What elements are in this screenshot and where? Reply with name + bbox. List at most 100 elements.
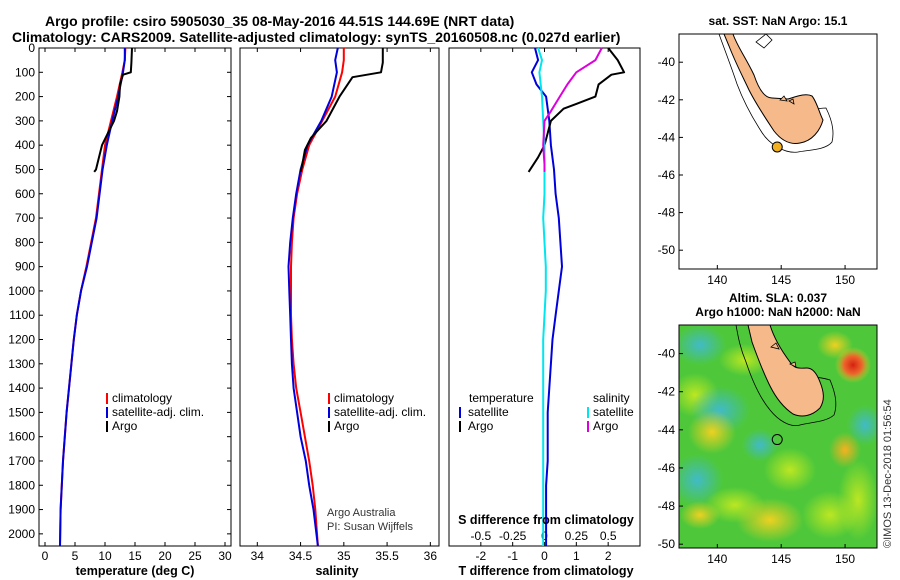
lat-tick-label: -40 bbox=[658, 347, 676, 361]
depth-tick-label: 1300 bbox=[8, 357, 35, 371]
s-tick-label: -0.5 bbox=[470, 529, 491, 543]
t-difference-tick-labels: -2 -1 0 1 2 bbox=[475, 48, 612, 563]
series-argo bbox=[93, 47, 133, 173]
island bbox=[770, 342, 780, 350]
x-tick-label: 35 bbox=[337, 549, 351, 563]
depth-tick-label: 1600 bbox=[8, 430, 35, 444]
depth-tick-label: 200 bbox=[15, 90, 35, 104]
salinity-xlabel: salinity bbox=[315, 564, 358, 578]
depth-tick-label: 1100 bbox=[9, 308, 35, 322]
x-tick-label: 25 bbox=[188, 549, 202, 563]
sst-map-lat-labels: -40 -42 -44 -46 -48 -50 bbox=[658, 55, 683, 257]
island bbox=[788, 98, 795, 105]
temperature-xlabel: temperature (deg C) bbox=[76, 564, 195, 578]
lon-tick-label: 140 bbox=[707, 273, 727, 287]
depth-tick-label: 100 bbox=[15, 65, 35, 79]
t-difference-xlabel: T difference from climatology bbox=[458, 564, 633, 578]
sst-map-title: sat. SST: NaN Argo: 15.1 bbox=[709, 14, 848, 28]
lat-tick-label: -44 bbox=[658, 130, 676, 144]
sla-map-lat-labels: -40 -42 -44 -46 -48 -50 bbox=[658, 347, 683, 551]
legend-temperature-header: temperature bbox=[469, 391, 534, 405]
figure-title-line2: Climatology: CARS2009. Satellite-adjuste… bbox=[12, 29, 620, 45]
s-difference-tick-labels: -0.5 -0.25 0 0.25 0.5 bbox=[470, 529, 616, 543]
x-tick-label: 20 bbox=[158, 549, 172, 563]
depth-tick-label: 900 bbox=[15, 260, 35, 274]
series-satellite-adj-clim- bbox=[287, 47, 339, 547]
depth-tick-label: 300 bbox=[15, 114, 35, 128]
salinity-legend: climatology satellite-adj. clim. Argo bbox=[328, 391, 426, 433]
legend-climatology-label: climatology bbox=[334, 391, 394, 405]
lon-tick-label: 150 bbox=[835, 552, 855, 566]
series-salinity-satellite bbox=[537, 47, 547, 546]
s-tick-label: 0.25 bbox=[565, 529, 589, 543]
depth-tick-label: 1400 bbox=[8, 381, 35, 395]
x-tick-label: -1 bbox=[507, 549, 518, 563]
lon-tick-label: 145 bbox=[771, 552, 791, 566]
lat-tick-label: -50 bbox=[658, 537, 676, 551]
sla-map-lon-labels: 140 145 150 bbox=[707, 544, 855, 566]
lat-tick-label: -50 bbox=[658, 243, 676, 257]
legend-t-satellite-label: satellite bbox=[468, 405, 509, 419]
x-tick-label: 35.5 bbox=[375, 549, 399, 563]
x-tick-label: 34 bbox=[251, 549, 265, 563]
depth-tick-label: 0 bbox=[28, 41, 35, 55]
temperature-tick-labels: 0 5 10 15 20 25 30 bbox=[42, 48, 232, 563]
difference-legend: temperature satellite Argo salinity sate… bbox=[459, 391, 634, 433]
sla-map-title-line1: Altim. SLA: 0.037 bbox=[729, 291, 827, 305]
x-tick-label: 2 bbox=[605, 549, 612, 563]
x-tick-label: 0 bbox=[42, 549, 49, 563]
x-tick-label: 10 bbox=[98, 549, 112, 563]
depth-tick-label: 600 bbox=[15, 187, 35, 201]
legend-satellite-label: satellite-adj. clim. bbox=[112, 405, 204, 419]
salinity-lines bbox=[287, 47, 384, 547]
sla-map-axes bbox=[678, 324, 878, 549]
x-tick-label: -2 bbox=[475, 549, 486, 563]
s-tick-label: 0.5 bbox=[600, 529, 617, 543]
island bbox=[789, 361, 797, 368]
lat-tick-label: -48 bbox=[658, 499, 676, 513]
legend-t-argo-label: Argo bbox=[468, 419, 494, 433]
temperature-panel: 0100200300400500600700800900100011001200… bbox=[8, 41, 640, 578]
series-argo bbox=[299, 48, 384, 173]
sst-map-panel: sat. SST: NaN Argo: 15.1 140 145 150 -40-4… bbox=[658, 14, 878, 287]
legend-satellite-label: satellite-adj. clim. bbox=[334, 405, 426, 419]
depth-tick-label: 1800 bbox=[8, 478, 35, 492]
figure-title-line1: Argo profile: csiro 5905030_35 08-May-20… bbox=[45, 13, 514, 29]
lon-tick-label: 145 bbox=[771, 273, 791, 287]
x-tick-label: 34.5 bbox=[289, 549, 313, 563]
s-tick-label: 0 bbox=[541, 529, 548, 543]
credit-line2: PI: Susan Wijffels bbox=[327, 521, 413, 533]
tasmania-coast bbox=[723, 34, 824, 144]
lat-tick-label: -42 bbox=[658, 93, 676, 107]
x-tick-label: 5 bbox=[72, 549, 79, 563]
argo-float-marker bbox=[771, 434, 783, 446]
depth-tick-label: 700 bbox=[15, 211, 35, 225]
depth-tick-label: 1500 bbox=[8, 405, 35, 419]
depth-tick-label: 2000 bbox=[8, 527, 35, 541]
lat-tick-label: -42 bbox=[658, 385, 676, 399]
temperature-axes bbox=[38, 47, 232, 547]
x-tick-label: 36 bbox=[424, 549, 438, 563]
series-satellite-adj-clim- bbox=[59, 48, 126, 547]
legend-climatology-label: climatology bbox=[112, 391, 172, 405]
difference-panel: -2 -1 0 1 2 -0.5 -0.25 0 0.25 0.5 T difference f… bbox=[448, 47, 641, 578]
temperature-legend: climatology satellite-adj. clim. Argo bbox=[106, 391, 204, 433]
x-tick-label: 15 bbox=[128, 549, 142, 563]
legend-argo-label: Argo bbox=[334, 419, 360, 433]
salinity-panel: 34 34.5 35 35.5 36 salinity climatology sate… bbox=[239, 47, 440, 578]
argo-float-marker bbox=[771, 141, 783, 153]
lon-tick-label: 150 bbox=[835, 273, 855, 287]
lon-tick-label: 140 bbox=[707, 552, 727, 566]
salinity-tick-labels: 34 34.5 35 35.5 36 bbox=[251, 48, 438, 563]
lat-tick-label: -44 bbox=[658, 423, 676, 437]
depth-tick-label: 500 bbox=[15, 162, 35, 176]
island bbox=[755, 34, 773, 49]
legend-salinity-header: salinity bbox=[593, 391, 630, 405]
sla-map-title-line2: Argo h1000: NaN h2000: NaN bbox=[695, 305, 860, 319]
lat-tick-label: -46 bbox=[658, 461, 676, 475]
depth-tick-label: 1000 bbox=[8, 284, 35, 298]
lat-tick-label: -46 bbox=[658, 168, 676, 182]
difference-lines bbox=[527, 47, 626, 546]
depth-tick-label: 1700 bbox=[8, 454, 35, 468]
